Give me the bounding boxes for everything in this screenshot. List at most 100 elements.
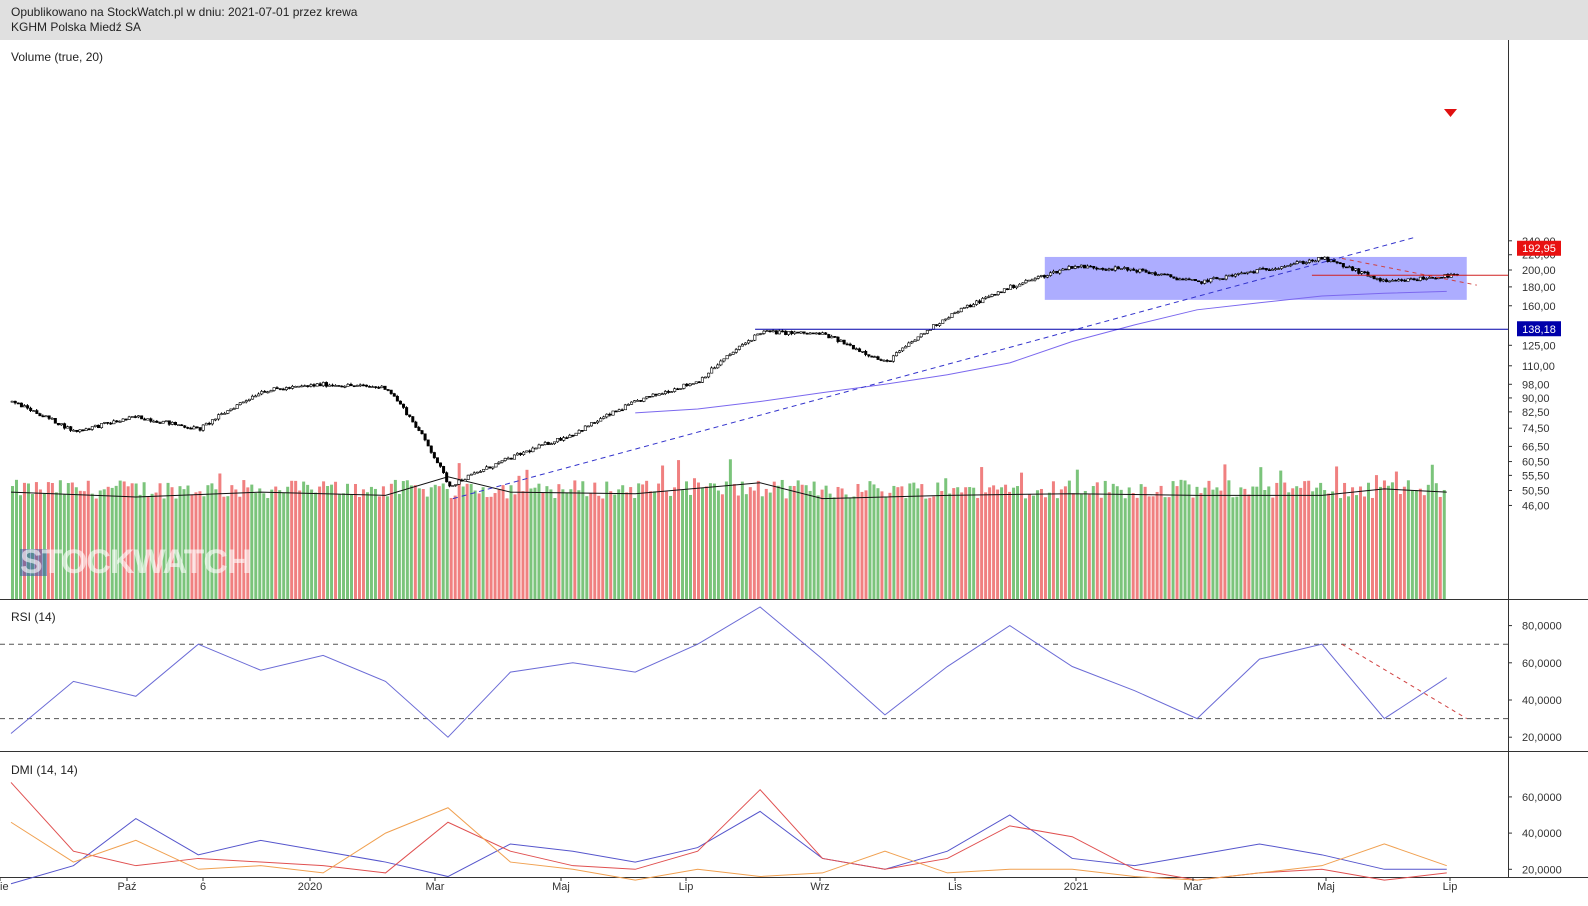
candle-body [975, 300, 979, 305]
volume-bar [1343, 482, 1347, 599]
candle-body [257, 393, 261, 397]
candle-body [1366, 271, 1370, 277]
candle-body [1384, 279, 1388, 282]
volume-bar [888, 492, 892, 599]
candle-body [1009, 284, 1013, 290]
candle-body [1258, 267, 1262, 270]
candle-body [1317, 257, 1321, 262]
volume-bar [1103, 480, 1107, 599]
candle-body [1443, 274, 1447, 278]
volume-bar [1127, 487, 1131, 599]
candle-body [324, 382, 328, 387]
candle-body [1400, 279, 1404, 281]
candle-body [254, 395, 258, 398]
candle-body [1372, 275, 1376, 280]
candle-body [1067, 266, 1071, 270]
candle-body [127, 416, 131, 420]
candle-body [1252, 271, 1256, 274]
candle-body [140, 415, 144, 420]
volume-bar [1434, 483, 1438, 599]
candle-body [423, 433, 427, 441]
volume-bar [629, 487, 633, 599]
volume-bar [585, 496, 589, 599]
volume-bar [928, 497, 932, 599]
volume-bar [1378, 486, 1382, 599]
candle-body [645, 396, 649, 399]
volume-bar [1012, 487, 1016, 599]
volume-bar [74, 487, 78, 599]
candle-body [1132, 268, 1136, 271]
candle-body [910, 341, 914, 344]
volume-bar [1099, 497, 1103, 599]
volume-bar [330, 484, 334, 599]
volume-bar [238, 496, 242, 599]
volume-bar [1203, 487, 1207, 599]
candle-body [654, 393, 658, 396]
volume-bar [1315, 487, 1319, 599]
candle-body [990, 294, 994, 297]
candle-body [1440, 276, 1444, 279]
candle-body [445, 472, 449, 483]
volume-bar [1039, 488, 1043, 599]
volume-bar [501, 485, 505, 599]
candle-body [78, 429, 82, 432]
volume-bar [1087, 494, 1091, 599]
volume-bar [1163, 497, 1167, 599]
volume-bar [381, 486, 385, 599]
volume-bar [353, 484, 357, 599]
time-tick-label: ie [0, 881, 9, 893]
time-tick-label: Maj [1317, 881, 1335, 893]
volume-bar [609, 491, 613, 599]
price-tick-label: 160,00 [1522, 301, 1556, 313]
volume-bar [549, 489, 553, 599]
time-tick-label: Lip [1443, 881, 1458, 893]
candle-body [534, 447, 538, 450]
volume-bar [1370, 497, 1374, 599]
candle-body [297, 385, 301, 388]
volume-bar [1359, 486, 1363, 599]
candle-body [753, 334, 757, 341]
volume-bar [840, 488, 844, 599]
volume-bar [469, 483, 473, 599]
volume-bar [1020, 472, 1024, 599]
candle-body [1033, 277, 1037, 281]
candle-body [395, 395, 399, 402]
volume-bar [736, 495, 740, 599]
candle-body [1227, 274, 1231, 277]
candle-body [993, 294, 997, 296]
candle-body [1064, 268, 1068, 271]
candle-body [608, 413, 612, 416]
dmi-series-line [10, 807, 1447, 881]
candle-body [405, 407, 409, 416]
candle-body [774, 330, 778, 335]
candle-body [1418, 276, 1422, 281]
candle-body [935, 324, 939, 326]
candle-body [1314, 260, 1318, 263]
volume-bar [1035, 490, 1039, 599]
volume-bar [649, 491, 653, 599]
candle-body [1110, 268, 1114, 271]
candle-body [614, 410, 618, 413]
candle-body [1307, 259, 1311, 263]
candle-body [531, 447, 535, 453]
candle-body [922, 333, 926, 335]
volume-bar [1183, 480, 1187, 599]
candle-body [186, 427, 190, 429]
candle-body [509, 457, 513, 460]
volume-bar [346, 483, 350, 599]
volume-bar [334, 481, 338, 599]
candle-body [583, 425, 587, 431]
volume-bar [497, 489, 501, 599]
volume-bar [657, 483, 661, 599]
volume-bar [357, 496, 361, 599]
candle-body [543, 442, 547, 445]
candle-body [836, 336, 840, 342]
candle-body [808, 332, 812, 335]
price-tick-label: 180,00 [1522, 282, 1556, 294]
volume-bar [804, 485, 808, 599]
candle-body [201, 424, 205, 431]
candle-body [472, 472, 476, 475]
candle-body [491, 466, 495, 469]
volume-bar [1303, 481, 1307, 599]
